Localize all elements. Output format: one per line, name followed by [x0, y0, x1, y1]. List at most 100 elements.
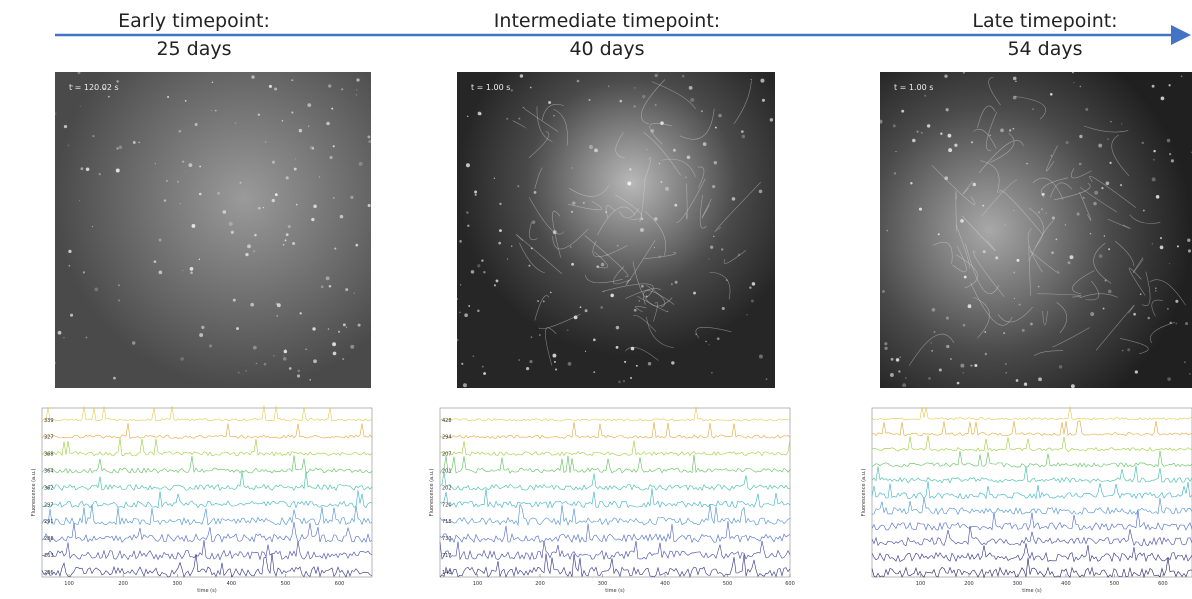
- y-label: 364: [44, 469, 54, 475]
- cell-speck: [519, 118, 521, 120]
- cell-speck: [1013, 210, 1014, 211]
- cell-speck: [483, 271, 485, 273]
- cell-speck: [356, 89, 357, 90]
- cell-speck: [601, 263, 605, 267]
- cell-speck: [963, 324, 966, 327]
- cell-speck: [964, 276, 967, 279]
- y-label: 202: [442, 485, 452, 491]
- cell-speck: [68, 250, 71, 253]
- cell-speck: [507, 258, 508, 259]
- cell-speck: [594, 148, 598, 152]
- cell-speck: [944, 74, 947, 77]
- cell-speck: [1143, 210, 1145, 212]
- y-label: 339: [44, 418, 54, 424]
- cell-speck: [1152, 177, 1156, 181]
- cell-speck: [233, 299, 236, 302]
- cell-speck: [92, 226, 93, 227]
- cell-speck: [577, 80, 580, 83]
- cell-speck: [1024, 383, 1027, 386]
- cell-speck: [283, 244, 285, 246]
- cell-speck: [332, 342, 336, 346]
- cell-speck: [283, 355, 284, 356]
- cell-speck: [358, 324, 361, 327]
- cell-speck: [355, 244, 358, 247]
- cell-speck: [1161, 97, 1165, 101]
- cell-speck: [456, 339, 459, 342]
- cell-speck: [58, 331, 62, 335]
- cell-speck: [159, 271, 163, 275]
- cell-speck: [608, 85, 610, 87]
- cell-speck: [329, 285, 331, 287]
- cell-speck: [477, 264, 480, 267]
- cell-speck: [703, 142, 707, 146]
- cell-speck: [472, 355, 474, 357]
- cell-speck: [236, 327, 239, 330]
- cell-speck: [629, 168, 632, 171]
- cell-speck: [610, 294, 614, 298]
- cell-speck: [313, 204, 317, 208]
- cell-speck: [974, 364, 977, 367]
- cell-speck: [494, 284, 496, 286]
- cell-speck: [340, 215, 344, 219]
- cell-speck: [660, 121, 664, 125]
- cell-speck: [54, 362, 56, 364]
- cell-speck: [759, 354, 763, 358]
- cell-speck: [1073, 82, 1074, 83]
- cell-speck: [957, 382, 960, 385]
- cell-speck: [539, 334, 541, 336]
- cell-speck: [895, 151, 896, 152]
- cell-speck: [1103, 308, 1105, 310]
- cell-speck: [190, 271, 193, 274]
- cell-speck: [634, 309, 637, 312]
- cell-speck: [928, 377, 931, 380]
- cell-speck: [190, 267, 194, 271]
- cell-speck: [477, 310, 480, 313]
- cell-speck: [623, 380, 625, 382]
- cell-speck: [212, 82, 213, 83]
- cell-speck: [342, 358, 344, 360]
- cell-speck: [499, 229, 502, 232]
- cell-speck: [616, 326, 619, 329]
- cell-speck: [624, 361, 626, 363]
- cell-speck: [1030, 323, 1033, 326]
- x-tick-label: 200: [118, 581, 128, 587]
- cell-speck: [1155, 290, 1157, 292]
- cell-speck: [1177, 245, 1179, 247]
- cell-speck: [286, 176, 289, 179]
- cell-speck: [284, 350, 288, 354]
- cell-speck: [78, 71, 81, 74]
- cell-speck: [940, 133, 942, 135]
- cell-speck: [946, 317, 949, 320]
- cell-speck: [345, 288, 348, 291]
- cell-speck: [721, 248, 723, 250]
- cell-speck: [1080, 86, 1082, 88]
- y-axis-label: Fluorescence (a.u.): [31, 469, 37, 517]
- cell-speck: [258, 207, 261, 210]
- cell-speck: [272, 161, 275, 164]
- cell-speck: [474, 190, 477, 193]
- cell-speck: [1169, 263, 1170, 264]
- cell-speck: [714, 161, 717, 164]
- cell-speck: [1109, 162, 1111, 164]
- cell-speck: [269, 85, 272, 88]
- cell-speck: [300, 312, 302, 314]
- cell-speck: [617, 245, 619, 247]
- cell-speck: [63, 337, 64, 338]
- cell-speck: [272, 199, 275, 202]
- cell-speck: [368, 204, 371, 207]
- cell-speck: [308, 125, 309, 126]
- cell-speck: [665, 187, 669, 191]
- cell-speck: [571, 211, 573, 213]
- cell-speck: [1022, 329, 1025, 332]
- cell-speck: [550, 292, 551, 293]
- cell-speck: [526, 367, 529, 370]
- cell-speck: [882, 290, 885, 293]
- cell-speck: [1019, 304, 1021, 306]
- cell-speck: [359, 162, 363, 166]
- cell-speck: [898, 370, 900, 372]
- cell-speck: [494, 178, 495, 179]
- cell-speck: [116, 147, 118, 149]
- cell-speck: [273, 355, 275, 357]
- cell-speck: [905, 378, 906, 379]
- cell-speck: [954, 144, 957, 147]
